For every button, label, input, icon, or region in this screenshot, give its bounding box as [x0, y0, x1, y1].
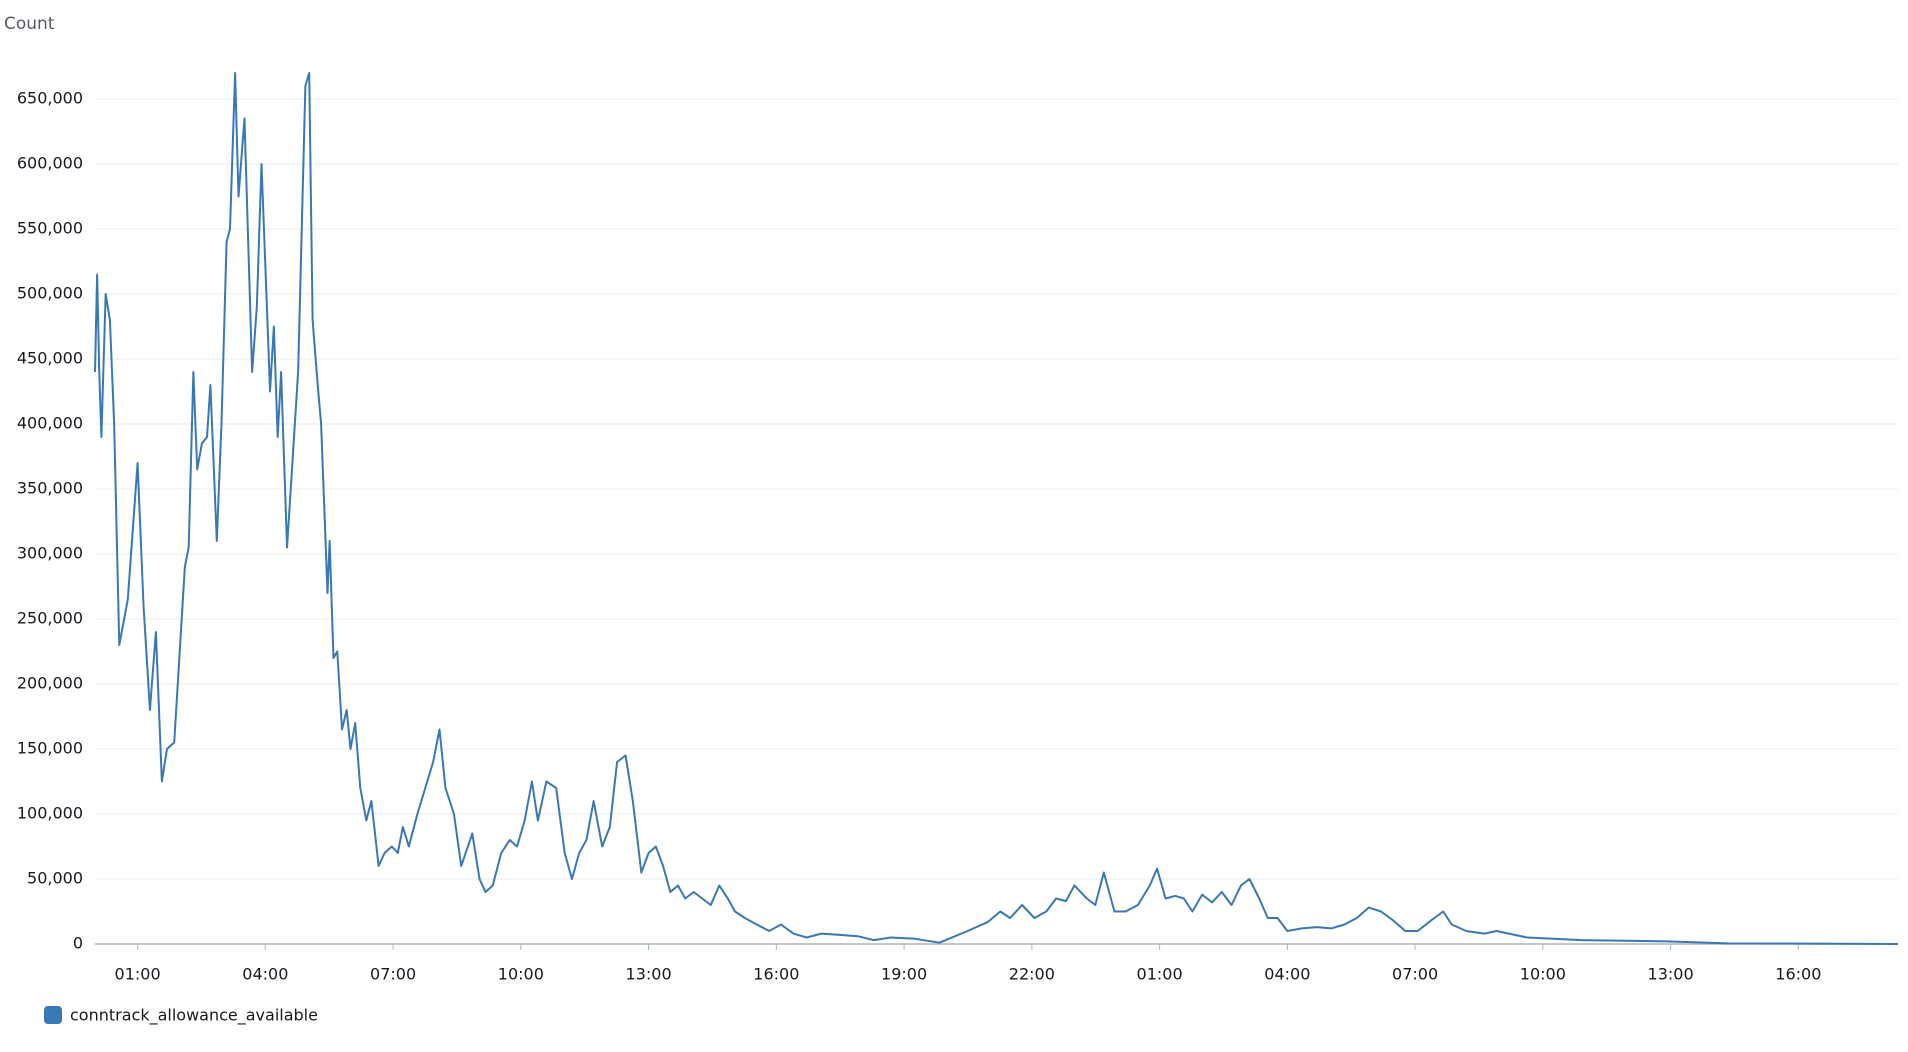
y-tick-label: 350,000 [17, 479, 83, 498]
x-tick-label: 10:00 [1520, 965, 1566, 984]
y-tick-label: 0 [73, 934, 83, 953]
y-tick-label: 450,000 [17, 349, 83, 368]
y-tick-label: 300,000 [17, 544, 83, 563]
x-tick-label: 22:00 [1009, 965, 1055, 984]
y-tick-label: 100,000 [17, 804, 83, 823]
x-tick-label: 10:00 [498, 965, 544, 984]
y-tick-label: 50,000 [27, 869, 83, 888]
y-tick-label: 200,000 [17, 674, 83, 693]
y-tick-label: 500,000 [17, 284, 83, 303]
line-series [94, 72, 1899, 945]
y-tick-label: 600,000 [17, 154, 83, 173]
y-axis-title: Count [4, 14, 55, 34]
y-tick-label: 150,000 [17, 739, 83, 758]
y-tick-label: 250,000 [17, 609, 83, 628]
x-tick-label: 13:00 [626, 965, 672, 984]
y-tick-label: 650,000 [17, 89, 83, 108]
y-tick-label: 400,000 [17, 414, 83, 433]
x-tick-label: 16:00 [753, 965, 799, 984]
x-tick-label: 01:00 [1137, 965, 1183, 984]
x-tick-label: 16:00 [1775, 965, 1821, 984]
x-tick-label: 01:00 [115, 965, 161, 984]
x-tick-label: 19:00 [881, 965, 927, 984]
legend-swatch [44, 1006, 62, 1024]
y-tick-label: 550,000 [17, 219, 83, 238]
x-tick-label: 07:00 [370, 965, 416, 984]
x-tick-label: 13:00 [1648, 965, 1694, 984]
x-tick-label: 07:00 [1392, 965, 1438, 984]
x-tick-label: 04:00 [1264, 965, 1310, 984]
x-tick-label: 04:00 [242, 965, 288, 984]
legend-label: conntrack_allowance_available [70, 1006, 318, 1026]
